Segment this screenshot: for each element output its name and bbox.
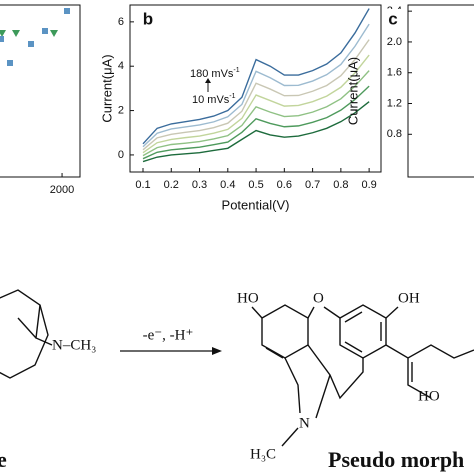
arrow-head <box>205 78 211 83</box>
product-atom: O <box>313 290 324 306</box>
y-axis-label: Current(μA) <box>345 57 360 125</box>
annotation: 10 mVs-1 <box>192 93 236 106</box>
y-tick-label: 4 <box>118 60 124 72</box>
cv-curve <box>142 39 370 151</box>
x-tick-label: 0.3 <box>192 179 207 191</box>
annotation-sup: -1 <box>233 67 239 74</box>
y-tick-label: 0.8 <box>387 128 402 140</box>
x-tick-label: 0.2 <box>164 179 179 191</box>
reactant-structure <box>0 289 53 379</box>
annotation-sup: -1 <box>229 93 235 100</box>
x-axis-label: Potential(V) <box>222 197 290 212</box>
y-tick-label: 6 <box>118 16 124 28</box>
cv-curve <box>142 54 370 154</box>
y-tick-label: 0 <box>118 149 124 161</box>
y-tick-label: 2 <box>118 104 124 116</box>
cv-curve <box>142 23 370 148</box>
cv-curve <box>142 70 370 157</box>
annotation: 180 mVs-1 <box>190 67 240 80</box>
reaction-condition: -e⁻, -H⁺ <box>143 327 194 343</box>
product-name: Pseudo morph <box>328 447 464 472</box>
x-tick-label: 0.7 <box>305 179 320 191</box>
product-atom: HO <box>237 290 259 306</box>
plot-frame <box>129 4 382 173</box>
y-tick-label: 2.0 <box>387 36 402 48</box>
cv-curve <box>142 8 370 145</box>
plot-frame <box>0 4 81 178</box>
y-axis-label: Current(μA) <box>99 54 114 122</box>
product-structure <box>251 304 474 447</box>
panel-label: c <box>388 9 397 28</box>
reactant-group: N–CH₃ <box>52 337 96 353</box>
cv-curve <box>142 101 370 163</box>
x-tick-label: 0.1 <box>135 179 150 191</box>
panel-label: b <box>143 9 153 28</box>
reaction-arrow-head <box>212 347 222 355</box>
panel-label-box <box>385 9 402 30</box>
x-tick-label: 0.6 <box>277 179 292 191</box>
panel-label-box <box>140 9 157 30</box>
product-atom: OH <box>398 290 420 306</box>
x-tick-label: 0.4 <box>220 179 235 191</box>
product-atom: HO <box>418 388 440 404</box>
panel-a-points <box>0 8 70 66</box>
y-tick-label: 1.6 <box>387 67 402 79</box>
annotation-text: 180 mVs <box>190 68 234 80</box>
product-atom: H₃C <box>250 446 276 462</box>
y-tick-label: 1.2 <box>387 97 402 109</box>
cv-curve <box>142 85 370 160</box>
x-tick-label: 0.8 <box>333 179 348 191</box>
reactant-name: e <box>0 447 7 472</box>
x-tick-label: 0.5 <box>248 179 263 191</box>
product-atom: N <box>299 415 310 431</box>
x-tick-label: 0.9 <box>361 179 376 191</box>
x-tick-label: 2000 <box>50 184 74 196</box>
annotation-text: 10 mVs <box>192 94 230 106</box>
plot-frame <box>407 4 474 178</box>
